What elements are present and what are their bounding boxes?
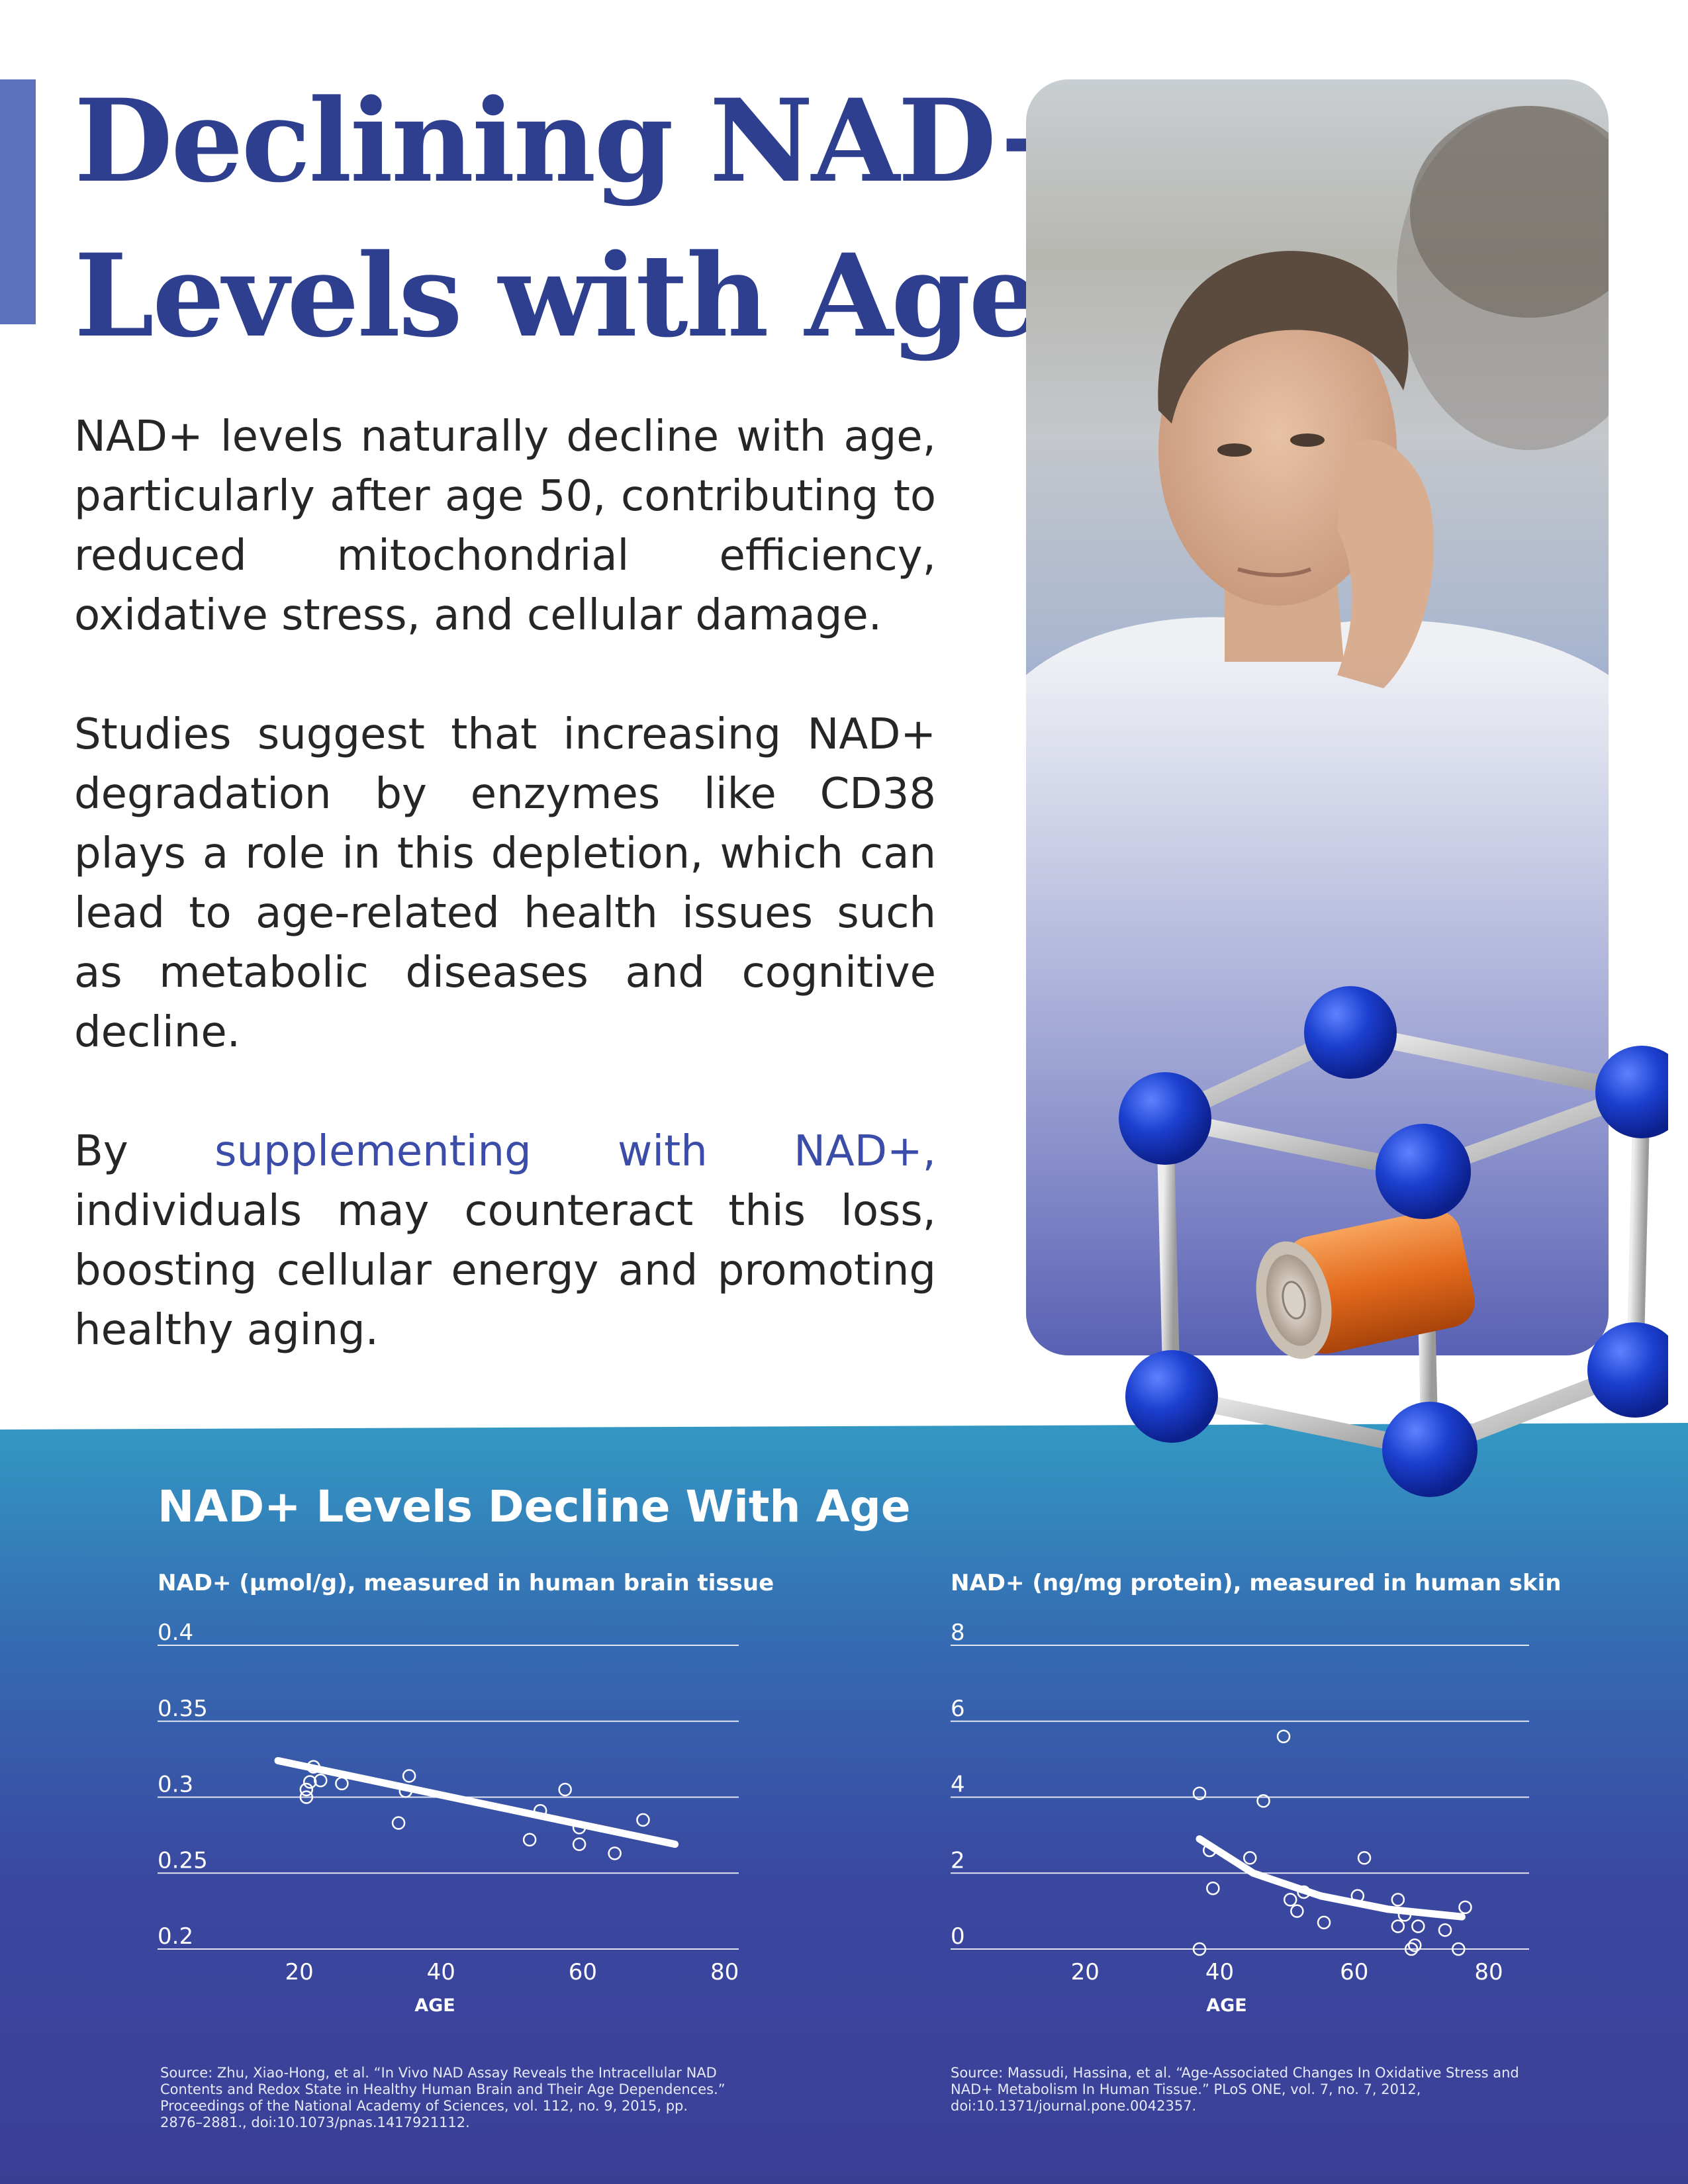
y-tick-label: 0.2 — [158, 1923, 193, 1950]
x-tick-label: 80 — [1474, 1959, 1503, 1985]
data-point — [1391, 1919, 1405, 1933]
data-point — [1407, 1938, 1422, 1952]
y-tick-label: 4 — [951, 1772, 965, 1798]
body-copy: NAD+ levels naturally decline with age, … — [74, 407, 936, 1420]
trend-line — [1196, 1835, 1466, 1921]
x-axis-label: AGE — [414, 1995, 455, 2016]
data-point — [1276, 1729, 1291, 1743]
y-tick-label: 0 — [951, 1923, 965, 1950]
y-tick-label: 0.25 — [158, 1847, 208, 1874]
y-tick-label: 0.3 — [158, 1772, 193, 1798]
data-point — [636, 1813, 650, 1827]
data-point — [335, 1776, 349, 1791]
page-title-line-1: Declining NAD+ — [74, 73, 1090, 208]
data-point — [1243, 1851, 1257, 1865]
trend-line — [274, 1756, 679, 1848]
title-accent-bar — [0, 79, 36, 324]
y-tick-label: 6 — [951, 1696, 965, 1722]
paragraph-supplement: By supplementing with NAD+, individuals … — [74, 1122, 936, 1360]
x-tick-label: 40 — [427, 1959, 455, 1985]
data-point — [402, 1769, 416, 1783]
man-looking-in-mirror-photo — [1026, 79, 1609, 1355]
data-point — [1404, 1942, 1419, 1956]
chart-background-band — [0, 1350, 1688, 2184]
x-axis-label: AGE — [1206, 1995, 1247, 2016]
data-point — [1206, 1881, 1220, 1895]
page-title-line-2: Levels with Age — [74, 228, 1041, 363]
data-point — [608, 1846, 622, 1860]
data-point — [522, 1833, 537, 1847]
paragraph-cd38: Studies suggest that increasing NAD+ deg… — [74, 710, 936, 1057]
paragraph-decline: NAD+ levels naturally decline with age, … — [74, 412, 936, 640]
data-point — [572, 1837, 586, 1851]
data-point — [558, 1782, 572, 1797]
x-tick-label: 60 — [569, 1959, 597, 1985]
data-point — [1458, 1900, 1472, 1915]
data-point — [1317, 1915, 1331, 1930]
data-point — [1452, 1942, 1466, 1956]
data-point — [391, 1816, 406, 1830]
data-point — [1438, 1923, 1452, 1937]
charts-section-title: NAD+ Levels Decline With Age — [158, 1481, 911, 1532]
data-point — [303, 1775, 317, 1789]
skin-chart-subtitle: NAD+ (ng/mg protein), measured in human … — [951, 1570, 1562, 1596]
photo-illustration — [1026, 79, 1609, 1355]
y-tick-label: 0.4 — [158, 1619, 193, 1646]
data-point — [1290, 1904, 1304, 1918]
brain-chart-subtitle: NAD+ (µmol/g), measured in human brain t… — [158, 1570, 774, 1596]
paragraph-supplement-rest: individuals may counteract this loss, bo… — [74, 1187, 936, 1355]
data-point — [299, 1790, 314, 1804]
x-tick-label: 20 — [285, 1959, 314, 1985]
x-tick-label: 40 — [1205, 1959, 1234, 1985]
molecule-cube-with-battery-icon — [1119, 986, 1668, 1497]
supplementing-highlight: supplementing with NAD+, — [214, 1127, 937, 1176]
data-point — [314, 1774, 328, 1788]
y-tick-label: 0.35 — [158, 1696, 208, 1722]
data-point — [1256, 1794, 1270, 1808]
x-tick-label: 20 — [1071, 1959, 1100, 1985]
y-tick-label: 8 — [951, 1619, 965, 1646]
brain-nad-scatter-chart: 0.4 0.35 0.3 0.25 0.2 20 40 60 80 AGE — [158, 1619, 739, 2016]
x-tick-label: 80 — [710, 1959, 739, 1985]
data-point — [1391, 1893, 1405, 1907]
x-tick-label: 60 — [1340, 1959, 1368, 1985]
skin-chart-source: Source: Massudi, Hassina, et al. “Age-As… — [951, 2065, 1519, 2114]
data-point — [1283, 1893, 1297, 1907]
y-tick-label: 2 — [951, 1847, 965, 1874]
page-title: Declining NAD+ Levels with Age — [74, 64, 1090, 373]
band-shape — [0, 1423, 1688, 2184]
data-point — [299, 1782, 314, 1797]
data-point — [1192, 1942, 1207, 1956]
brain-chart-source: Source: Zhu, Xiao-Hong, et al. “In Vivo … — [160, 2065, 726, 2130]
paragraph-supplement-lead: By — [74, 1127, 128, 1176]
data-point — [1192, 1786, 1207, 1801]
data-point — [1357, 1851, 1372, 1865]
data-point — [1411, 1919, 1425, 1933]
